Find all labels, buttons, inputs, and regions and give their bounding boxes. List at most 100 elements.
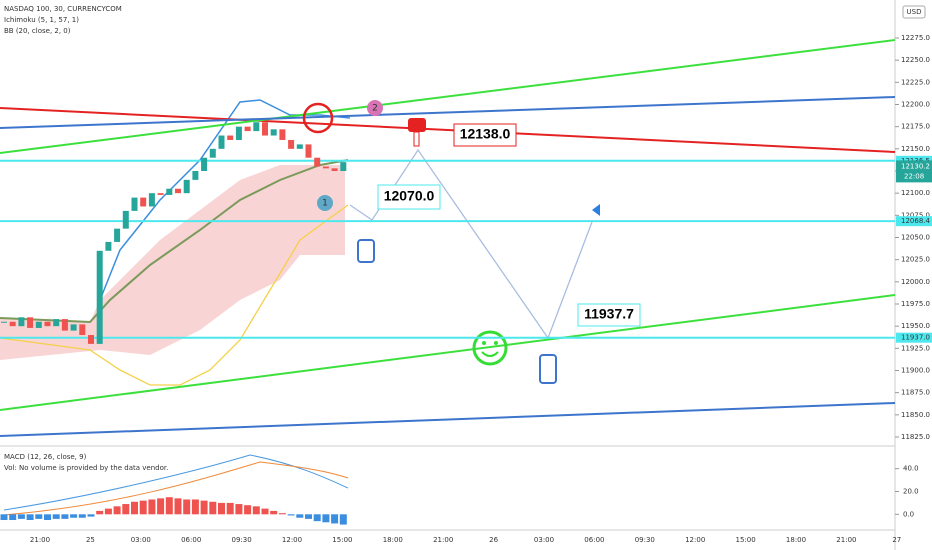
callout-box <box>453 123 517 147</box>
candle-body <box>209 148 216 158</box>
y-tick-label: 11950.0 <box>901 322 930 330</box>
candle-body <box>314 157 321 167</box>
y-tick-label: 12250.0 <box>901 56 930 64</box>
histogram-bar <box>200 500 208 515</box>
y-tick-label: 12225.0 <box>901 78 930 86</box>
y-tick-label: 0.0 <box>903 510 914 518</box>
candle-body <box>35 321 42 328</box>
arrow-icon <box>592 204 600 216</box>
histogram-bar <box>139 500 147 515</box>
x-tick-label: 21:00 <box>836 536 856 544</box>
y-tick-label: 12150.0 <box>901 145 930 153</box>
callout-box <box>377 184 441 210</box>
level-label: 11937.0 <box>901 334 930 342</box>
candle-body <box>148 193 155 207</box>
histogram-bar <box>148 499 156 515</box>
candle-body <box>53 319 60 327</box>
candle-body <box>114 228 121 242</box>
histogram-bar <box>78 514 86 518</box>
x-tick-label: 15:00 <box>736 536 756 544</box>
last-price-tag <box>896 160 932 183</box>
x-tick-label: 06:00 <box>584 536 604 544</box>
histogram-bar <box>113 506 121 515</box>
histogram-bar <box>26 514 34 521</box>
marker-text: 2 <box>372 104 378 114</box>
histogram-bar <box>244 505 252 515</box>
marker-text: 1 <box>322 199 328 209</box>
histogram-bar <box>313 514 321 522</box>
y-tick-label: 40.0 <box>903 465 919 473</box>
hand-icon <box>413 131 420 147</box>
hand-icon <box>357 239 375 263</box>
sad-face <box>302 102 334 134</box>
y-tick-label: 12075.0 <box>901 211 930 219</box>
y-tick-label: 20.0 <box>903 488 919 496</box>
histogram-bar <box>322 514 330 523</box>
y-tick-label: 12025.0 <box>901 256 930 264</box>
histogram-bar <box>61 514 69 519</box>
marker-badge <box>367 100 383 116</box>
candle-body <box>262 122 268 136</box>
callout-box <box>577 303 641 327</box>
signal-line <box>3 461 349 516</box>
y-tick-label: 12200.0 <box>901 101 930 109</box>
x-tick-label: 25 <box>86 536 95 544</box>
candle-body <box>27 317 34 328</box>
histogram-bar <box>270 510 278 515</box>
candle-body <box>270 129 277 136</box>
x-tick-label: 21:00 <box>433 536 453 544</box>
histogram-bar <box>331 514 339 524</box>
trend-line <box>0 39 896 154</box>
y-tick-label: 12275.0 <box>901 34 930 42</box>
x-tick-label: 21:00 <box>30 536 50 544</box>
volume-note: Vol: No volume is provided by the data v… <box>4 464 168 472</box>
chart-title: NASDAQ 100, 30, CURRENCYCOM <box>4 5 122 13</box>
candle-body <box>227 135 234 140</box>
x-tick-label: 09:30 <box>232 536 252 544</box>
histogram-bar <box>261 508 269 515</box>
candle-body <box>331 168 338 171</box>
countdown-label: 22:08 <box>904 172 924 180</box>
macd-line <box>3 454 349 511</box>
histogram-bar <box>122 504 130 515</box>
candle-body <box>88 335 94 344</box>
y-tick-label: 12000.0 <box>901 278 930 286</box>
histogram-bar <box>191 499 199 515</box>
candle-body <box>157 193 164 195</box>
bb-upper <box>99 99 351 301</box>
currency-label: USD <box>907 8 922 16</box>
histogram-bar <box>52 514 60 519</box>
candle-body <box>9 321 16 327</box>
bb-lower <box>0 204 349 386</box>
currency-box <box>902 5 926 19</box>
histogram-bar <box>235 504 243 515</box>
candle-body <box>70 324 77 331</box>
smiley-eye <box>482 341 486 345</box>
candle-body <box>61 319 68 331</box>
trend-line <box>0 96 896 129</box>
candle-body <box>79 324 86 336</box>
candle-body <box>305 144 312 158</box>
histogram-bar <box>96 510 104 515</box>
trend-line <box>0 402 896 437</box>
level-tag <box>896 216 932 227</box>
histogram-bar <box>174 498 182 515</box>
y-tick-label: 11925.0 <box>901 344 930 352</box>
smiley-mouth <box>481 351 499 357</box>
x-tick-label: 12:00 <box>685 536 705 544</box>
smiley-face <box>472 330 508 366</box>
callout-text: 12070.0 <box>384 188 435 204</box>
histogram-bar <box>165 497 173 515</box>
hand-icon <box>408 118 426 132</box>
candle-body <box>96 250 103 344</box>
histogram-bar <box>296 514 304 518</box>
histogram-bar <box>209 501 217 515</box>
candle-body <box>244 126 251 132</box>
histogram-bar <box>183 499 191 515</box>
candle-body <box>122 210 129 229</box>
marker-badge <box>317 195 333 211</box>
y-tick-label: 11825.0 <box>901 433 930 441</box>
y-tick-label: 12100.0 <box>901 189 930 197</box>
candle-body <box>140 197 147 207</box>
